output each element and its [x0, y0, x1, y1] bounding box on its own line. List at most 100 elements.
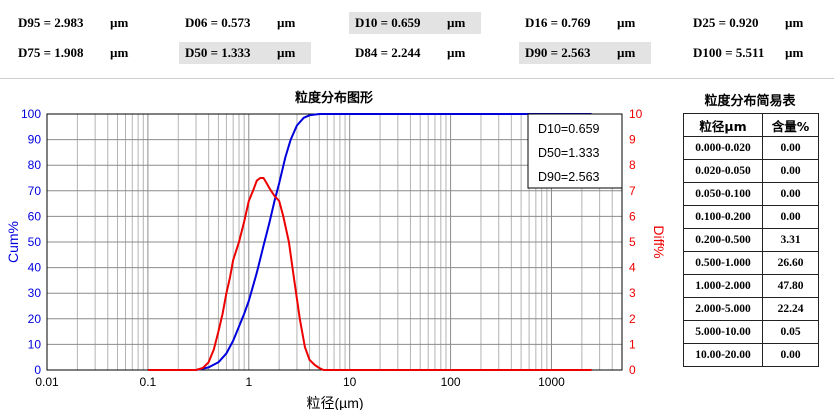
- x-tick-label: 100: [441, 375, 461, 389]
- y-left-tick-label: 20: [28, 312, 42, 326]
- y-right-tick-label: 4: [629, 261, 636, 275]
- content-cell: 3.31: [762, 228, 819, 252]
- table-row: 0.050-0.100 0.00: [683, 182, 819, 206]
- size-range-cell: 2.000-5.000: [683, 297, 763, 321]
- stat-unit: µm: [277, 15, 296, 30]
- column-header-content: 含量%: [762, 113, 819, 137]
- distribution-table-title: 粒度分布简易表: [704, 94, 796, 109]
- y-left-tick-label: 10: [28, 337, 42, 351]
- size-range-cell: 0.020-0.050: [683, 159, 763, 183]
- d-value-legend: D10=0.659 D50=1.333 D90=2.563: [527, 113, 623, 189]
- y-right-tick-label: 6: [629, 209, 636, 223]
- stat-d84: D84 = 2.244 µm: [349, 42, 481, 64]
- stat-unit: µm: [785, 15, 804, 30]
- content-cell: 0.05: [762, 320, 819, 344]
- stat-label: D16 = 0.769: [525, 15, 591, 30]
- annotation-d90: D90=2.563: [538, 170, 600, 184]
- stat-d50: D50 = 1.333 µm: [179, 42, 311, 64]
- stat-d10: D10 = 0.659 µm: [349, 12, 481, 34]
- y-right-tick-label: 1: [629, 337, 636, 351]
- y-left-tick-label: 100: [21, 107, 41, 121]
- x-tick-label: 1: [245, 375, 252, 389]
- stat-unit: µm: [110, 45, 129, 60]
- y-right-tick-label: 0: [629, 363, 636, 377]
- y-right-tick-label: 3: [629, 286, 636, 300]
- table-row: 1.000-2.000 47.80: [683, 274, 819, 298]
- y-right-tick-label: 10: [629, 107, 643, 121]
- stat-label: D06 = 0.573: [185, 15, 251, 30]
- size-range-cell: 0.100-0.200: [683, 205, 763, 229]
- stat-d95: D95 = 2.983 µm: [12, 12, 144, 34]
- column-header-size: 粒径µm: [683, 113, 763, 137]
- size-range-cell: 0.200-0.500: [683, 228, 763, 252]
- chart-title: 粒度分布图形: [295, 90, 373, 106]
- y-right-tick-label: 8: [629, 158, 636, 172]
- stat-label: D100 = 5.511: [693, 45, 765, 60]
- y-axis-left-title: Cum%: [5, 221, 21, 263]
- size-range-cell: 0.050-0.100: [683, 182, 763, 206]
- annotation-d50: D50=1.333: [538, 146, 600, 160]
- table-row: 0.100-0.200 0.00: [683, 205, 819, 229]
- table-header-row: 粒径µm 含量%: [683, 113, 819, 137]
- cumulative-distribution-line: [147, 113, 592, 371]
- table-row: 2.000-5.000 22.24: [683, 297, 819, 321]
- chart-series: [147, 113, 592, 371]
- annotation-d10: D10=0.659: [538, 122, 600, 136]
- stat-d06: D06 = 0.573 µm: [179, 12, 311, 34]
- y-right-tick-label: 9: [629, 133, 636, 147]
- y-left-tick-label: 0: [34, 363, 41, 377]
- content-cell: 0.00: [762, 182, 819, 206]
- statistics-panel: D95 = 2.983 µm D06 = 0.573 µm D10 = 0.65…: [0, 0, 834, 78]
- y-axis-right-title: Diff%: [651, 225, 667, 258]
- stat-label: D50 = 1.333: [185, 45, 251, 60]
- y-right-tick-label: 7: [629, 184, 636, 198]
- stat-d75: D75 = 1.908 µm: [12, 42, 144, 64]
- x-tick-label: 10: [343, 375, 357, 389]
- x-tick-label: 0.01: [35, 375, 59, 389]
- content-cell: 47.80: [762, 274, 819, 298]
- y-left-tick-label: 50: [28, 235, 42, 249]
- y-left-tick-label: 90: [28, 133, 42, 147]
- y-left-tick-label: 70: [28, 184, 42, 198]
- size-range-cell: 1.000-2.000: [683, 274, 763, 298]
- stat-label: D84 = 2.244: [355, 45, 421, 60]
- stat-unit: µm: [447, 45, 466, 60]
- stat-unit: µm: [447, 15, 466, 30]
- d-value-legend-box: [527, 113, 623, 189]
- stat-label: D95 = 2.983: [18, 15, 84, 30]
- stat-d25: D25 = 0.920 µm: [687, 12, 819, 34]
- stat-label: D25 = 0.920: [693, 15, 759, 30]
- particle-size-chart: 0.01 0.1 1 10 100 100001020304050607080901000…: [5, 90, 667, 410]
- stat-unit: µm: [617, 45, 636, 60]
- y-left-tick-label: 40: [28, 261, 42, 275]
- y-left-tick-label: 80: [28, 158, 42, 172]
- size-range-cell: 10.00-20.00: [683, 343, 763, 367]
- stat-unit: µm: [277, 45, 296, 60]
- size-range-cell: 5.000-10.00: [683, 320, 763, 344]
- stat-unit: µm: [785, 45, 804, 60]
- size-range-cell: 0.500-1.000: [683, 251, 763, 275]
- size-range-cell: 0.000-0.020: [683, 136, 763, 160]
- table-row: 0.500-1.000 26.60: [683, 251, 819, 275]
- stat-d100: D100 = 5.511 µm: [687, 42, 819, 64]
- content-cell: 26.60: [762, 251, 819, 275]
- table-row: 10.00-20.00 0.00: [683, 343, 819, 367]
- y-left-tick-label: 30: [28, 286, 42, 300]
- y-right-tick-label: 5: [629, 235, 636, 249]
- x-tick-label: 0.1: [140, 375, 157, 389]
- stat-d90: D90 = 2.563 µm: [519, 42, 651, 64]
- table-row: 0.000-0.020 0.00: [683, 136, 819, 160]
- chart-ticks: 0.01 0.1 1 10 100 100001020304050607080901000…: [21, 107, 643, 389]
- stat-label: D75 = 1.908: [18, 45, 84, 60]
- table-row: 0.200-0.500 3.31: [683, 228, 819, 252]
- distribution-table: 粒径µm 含量% 0.000-0.020 0.00 0.020-0.050 0.00…: [683, 113, 819, 367]
- differential-distribution-line: [147, 177, 592, 371]
- table-row: 0.020-0.050 0.00: [683, 159, 819, 183]
- table-row: 5.000-10.00 0.05: [683, 320, 819, 344]
- content-cell: 0.00: [762, 159, 819, 183]
- stat-unit: µm: [617, 15, 636, 30]
- stat-label: D10 = 0.659: [355, 15, 421, 30]
- y-left-tick-label: 60: [28, 209, 42, 223]
- stat-unit: µm: [110, 15, 129, 30]
- stat-label: D90 = 2.563: [525, 45, 591, 60]
